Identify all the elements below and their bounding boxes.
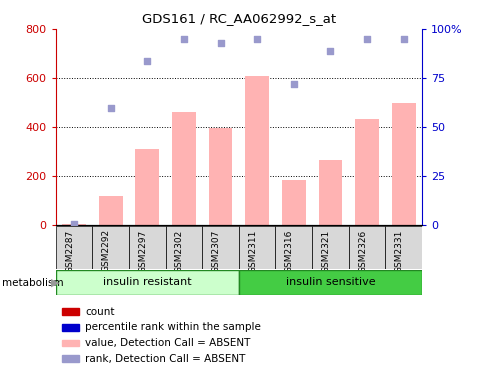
Bar bbox=[135, 149, 159, 225]
Text: GSM2321: GSM2321 bbox=[321, 229, 330, 273]
Point bbox=[363, 36, 370, 42]
Point bbox=[326, 48, 333, 54]
Point bbox=[70, 221, 78, 227]
Title: GDS161 / RC_AA062992_s_at: GDS161 / RC_AA062992_s_at bbox=[141, 12, 335, 25]
Bar bbox=[166, 226, 202, 269]
Bar bbox=[56, 226, 92, 269]
Point bbox=[399, 36, 407, 42]
Bar bbox=[348, 226, 385, 269]
Bar bbox=[62, 324, 79, 331]
Text: GSM2311: GSM2311 bbox=[248, 229, 257, 273]
Text: count: count bbox=[85, 307, 115, 317]
Bar bbox=[384, 226, 421, 269]
Bar bbox=[202, 226, 239, 269]
Text: ▶: ▶ bbox=[51, 277, 60, 288]
Point bbox=[289, 81, 297, 87]
Point bbox=[143, 58, 151, 64]
Bar bbox=[275, 226, 312, 269]
Bar bbox=[208, 128, 232, 225]
Text: GSM2287: GSM2287 bbox=[65, 229, 74, 273]
Bar bbox=[99, 196, 122, 225]
Text: GSM2302: GSM2302 bbox=[175, 229, 183, 273]
Point bbox=[216, 40, 224, 46]
Bar bbox=[312, 226, 348, 269]
Bar bbox=[62, 355, 79, 362]
Text: GSM2297: GSM2297 bbox=[138, 229, 147, 273]
Text: GSM2326: GSM2326 bbox=[357, 229, 366, 273]
Text: GSM2292: GSM2292 bbox=[102, 229, 110, 272]
Point bbox=[106, 105, 114, 111]
Text: insulin sensitive: insulin sensitive bbox=[285, 277, 375, 287]
Text: GSM2316: GSM2316 bbox=[284, 229, 293, 273]
Bar bbox=[62, 224, 86, 225]
Text: value, Detection Call = ABSENT: value, Detection Call = ABSENT bbox=[85, 338, 250, 348]
Bar bbox=[239, 270, 421, 295]
Text: GSM2331: GSM2331 bbox=[394, 229, 403, 273]
Bar bbox=[56, 270, 239, 295]
Bar bbox=[239, 226, 275, 269]
Bar bbox=[318, 160, 342, 225]
Text: metabolism: metabolism bbox=[2, 277, 64, 288]
Bar bbox=[92, 226, 129, 269]
Bar bbox=[281, 180, 305, 225]
Point bbox=[180, 36, 187, 42]
Text: GSM2307: GSM2307 bbox=[211, 229, 220, 273]
Text: percentile rank within the sample: percentile rank within the sample bbox=[85, 322, 261, 332]
Bar bbox=[172, 112, 196, 225]
Text: rank, Detection Call = ABSENT: rank, Detection Call = ABSENT bbox=[85, 354, 245, 363]
Text: insulin resistant: insulin resistant bbox=[103, 277, 191, 287]
Bar bbox=[62, 340, 79, 346]
Bar bbox=[62, 309, 79, 315]
Bar bbox=[129, 226, 166, 269]
Bar bbox=[354, 119, 378, 225]
Bar bbox=[245, 76, 269, 225]
Point bbox=[253, 36, 260, 42]
Bar bbox=[391, 103, 415, 225]
